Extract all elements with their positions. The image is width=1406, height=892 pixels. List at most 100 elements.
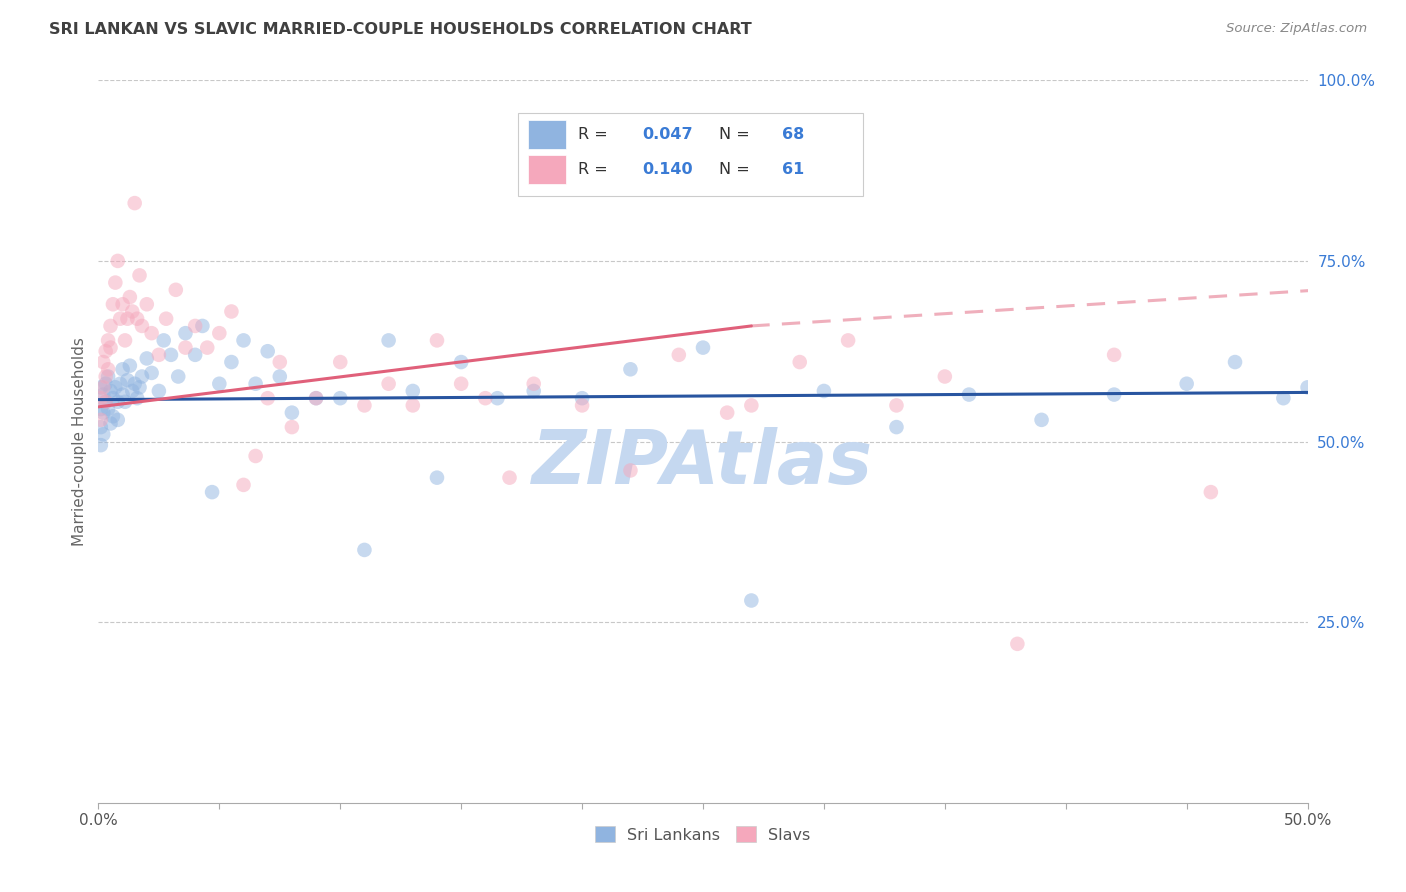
Text: N =: N = <box>718 161 755 177</box>
Slavs <box>426 334 449 348</box>
Sri Lankans <box>111 362 134 376</box>
Sri Lankans <box>208 376 231 391</box>
Sri Lankans <box>97 402 120 417</box>
Sri Lankans <box>305 391 328 405</box>
Slavs <box>97 362 120 376</box>
Slavs <box>94 394 117 409</box>
Slavs <box>245 449 267 463</box>
Slavs <box>208 326 231 340</box>
Sri Lankans <box>160 348 183 362</box>
Text: 68: 68 <box>782 127 804 142</box>
Sri Lankans <box>107 413 129 427</box>
Slavs <box>108 311 131 326</box>
Sri Lankans <box>232 334 254 348</box>
Text: N =: N = <box>718 127 755 142</box>
Slavs <box>619 463 641 477</box>
Sri Lankans <box>107 394 129 409</box>
Slavs <box>402 398 425 412</box>
Slavs <box>305 391 328 405</box>
Sri Lankans <box>377 334 399 348</box>
Sri Lankans <box>101 409 124 424</box>
Legend: Sri Lankans, Slavs: Sri Lankans, Slavs <box>589 820 817 849</box>
Sri Lankans <box>1031 413 1053 427</box>
Sri Lankans <box>523 384 546 398</box>
Sri Lankans <box>91 387 114 401</box>
Slavs <box>100 318 122 333</box>
Sri Lankans <box>201 485 224 500</box>
Sri Lankans <box>450 355 472 369</box>
Text: 61: 61 <box>782 161 804 177</box>
Sri Lankans <box>256 344 278 359</box>
Sri Lankans <box>426 470 449 484</box>
Slavs <box>269 355 291 369</box>
Slavs <box>91 355 114 369</box>
Sri Lankans <box>957 387 980 401</box>
Sri Lankans <box>886 420 908 434</box>
Slavs <box>1007 637 1029 651</box>
Sri Lankans <box>111 387 134 401</box>
Slavs <box>1102 348 1125 362</box>
Slavs <box>100 341 122 355</box>
Slavs <box>97 334 120 348</box>
Sri Lankans <box>1296 380 1319 394</box>
Slavs <box>232 478 254 492</box>
Slavs <box>90 391 112 405</box>
Sri Lankans <box>619 362 641 376</box>
Text: Source: ZipAtlas.com: Source: ZipAtlas.com <box>1226 22 1367 36</box>
Slavs <box>571 398 593 412</box>
Slavs <box>256 391 278 405</box>
Slavs <box>184 318 207 333</box>
Sri Lankans <box>184 348 207 362</box>
Text: SRI LANKAN VS SLAVIC MARRIED-COUPLE HOUSEHOLDS CORRELATION CHART: SRI LANKAN VS SLAVIC MARRIED-COUPLE HOUS… <box>49 22 752 37</box>
Sri Lankans <box>1272 391 1295 405</box>
Slavs <box>111 297 134 311</box>
Sri Lankans <box>101 391 124 405</box>
Slavs <box>90 413 112 427</box>
Sri Lankans <box>90 438 112 452</box>
Slavs <box>94 344 117 359</box>
Slavs <box>523 376 546 391</box>
Slavs <box>740 398 762 412</box>
Sri Lankans <box>148 384 170 398</box>
Slavs <box>195 341 218 355</box>
Sri Lankans <box>221 355 243 369</box>
Sri Lankans <box>353 542 375 557</box>
Sri Lankans <box>269 369 291 384</box>
Bar <box>527 120 567 149</box>
Slavs <box>934 369 956 384</box>
Slavs <box>107 253 129 268</box>
Sri Lankans <box>100 384 122 398</box>
Sri Lankans <box>90 402 112 417</box>
Slavs <box>121 304 143 318</box>
Sri Lankans <box>104 380 127 394</box>
Sri Lankans <box>118 359 141 373</box>
Slavs <box>118 290 141 304</box>
Slavs <box>127 311 149 326</box>
Sri Lankans <box>121 384 143 398</box>
Slavs <box>281 420 304 434</box>
Sri Lankans <box>91 427 114 442</box>
Sri Lankans <box>141 366 163 380</box>
Sri Lankans <box>94 394 117 409</box>
Slavs <box>131 318 153 333</box>
Y-axis label: Married-couple Households: Married-couple Households <box>72 337 87 546</box>
Slavs <box>498 470 520 484</box>
Slavs <box>135 297 157 311</box>
Text: R =: R = <box>578 127 613 142</box>
Slavs <box>329 355 352 369</box>
Slavs <box>148 348 170 362</box>
Sri Lankans <box>100 417 122 431</box>
Slavs <box>668 348 690 362</box>
Slavs <box>114 334 136 348</box>
Slavs <box>101 297 124 311</box>
Text: 0.047: 0.047 <box>643 127 693 142</box>
Slavs <box>886 398 908 412</box>
Slavs <box>716 406 738 420</box>
Slavs <box>91 380 114 394</box>
Slavs <box>474 391 496 405</box>
FancyBboxPatch shape <box>517 112 863 196</box>
Bar <box>527 154 567 184</box>
Slavs <box>128 268 150 283</box>
Slavs <box>837 334 859 348</box>
Sri Lankans <box>131 369 153 384</box>
